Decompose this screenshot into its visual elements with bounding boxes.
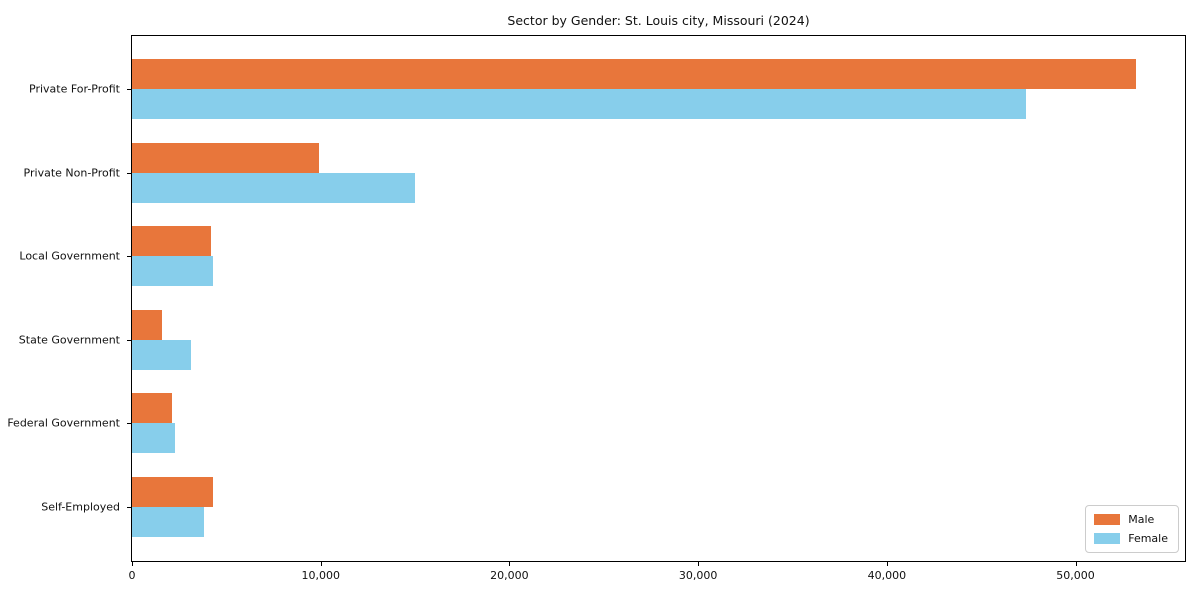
chart-title: Sector by Gender: St. Louis city, Missou… (507, 13, 810, 28)
bar-female-3 (132, 339, 191, 370)
bar-male-0 (132, 59, 1136, 89)
bar-female-1 (132, 172, 416, 203)
x-tick-label: 30,000 (678, 569, 718, 582)
y-tick-mark (127, 339, 131, 341)
y-tick-mark (127, 507, 131, 508)
x-tick-label: 20,000 (490, 569, 529, 582)
y-tick-label: Federal Government (7, 416, 120, 430)
legend-swatch-male (1094, 514, 1121, 525)
plot-area: 0 10,000 20,000 30,000 40,000 50,000 Private … (7, 35, 1186, 582)
x-tick-label: 0 (128, 569, 136, 582)
legend: Male Female (1085, 505, 1179, 553)
x-tick-label: 40,000 (867, 569, 907, 582)
y-tick-label: State Government (18, 333, 120, 347)
bar-male-4 (132, 393, 172, 424)
bar-female-5 (132, 507, 204, 537)
legend-entry-male: Male (1094, 513, 1168, 526)
y-tick-mark (127, 256, 131, 258)
y-tick-label: Local Government (19, 249, 120, 263)
bar-female-4 (132, 423, 176, 454)
y-tick-mark (127, 423, 131, 425)
y-tick-label: Private For-Profit (29, 82, 120, 96)
x-tick-mark (1075, 562, 1077, 566)
legend-label-male: Male (1128, 513, 1155, 526)
bar-female-0 (132, 89, 1027, 119)
x-tick-label: 10,000 (301, 569, 340, 582)
bar-male-5 (132, 477, 214, 507)
x-tick-mark (132, 562, 133, 566)
legend-entry-female: Female (1094, 532, 1168, 545)
bar-female-2 (132, 256, 214, 287)
y-axis: Private For-Profit Private Non-Profit Loca… (7, 36, 1185, 561)
bars-layer (132, 36, 1185, 561)
x-tick-mark (320, 562, 322, 566)
y-tick-label: Private Non-Profit (23, 166, 120, 180)
x-axis: 0 10,000 20,000 30,000 40,000 50,000 (129, 36, 1185, 582)
x-tick-mark (698, 562, 700, 566)
y-tick-mark (127, 172, 131, 174)
x-tick-label: 50,000 (1056, 569, 1095, 582)
bar-male-3 (132, 309, 163, 340)
y-tick-label: Self-Employed (41, 500, 120, 514)
legend-swatch-female (1094, 533, 1121, 544)
y-tick-mark (127, 89, 131, 90)
bar-male-2 (132, 226, 212, 257)
x-tick-mark (886, 562, 888, 566)
bar-male-1 (132, 142, 319, 173)
legend-label-female: Female (1128, 532, 1168, 545)
x-tick-mark (509, 562, 511, 566)
